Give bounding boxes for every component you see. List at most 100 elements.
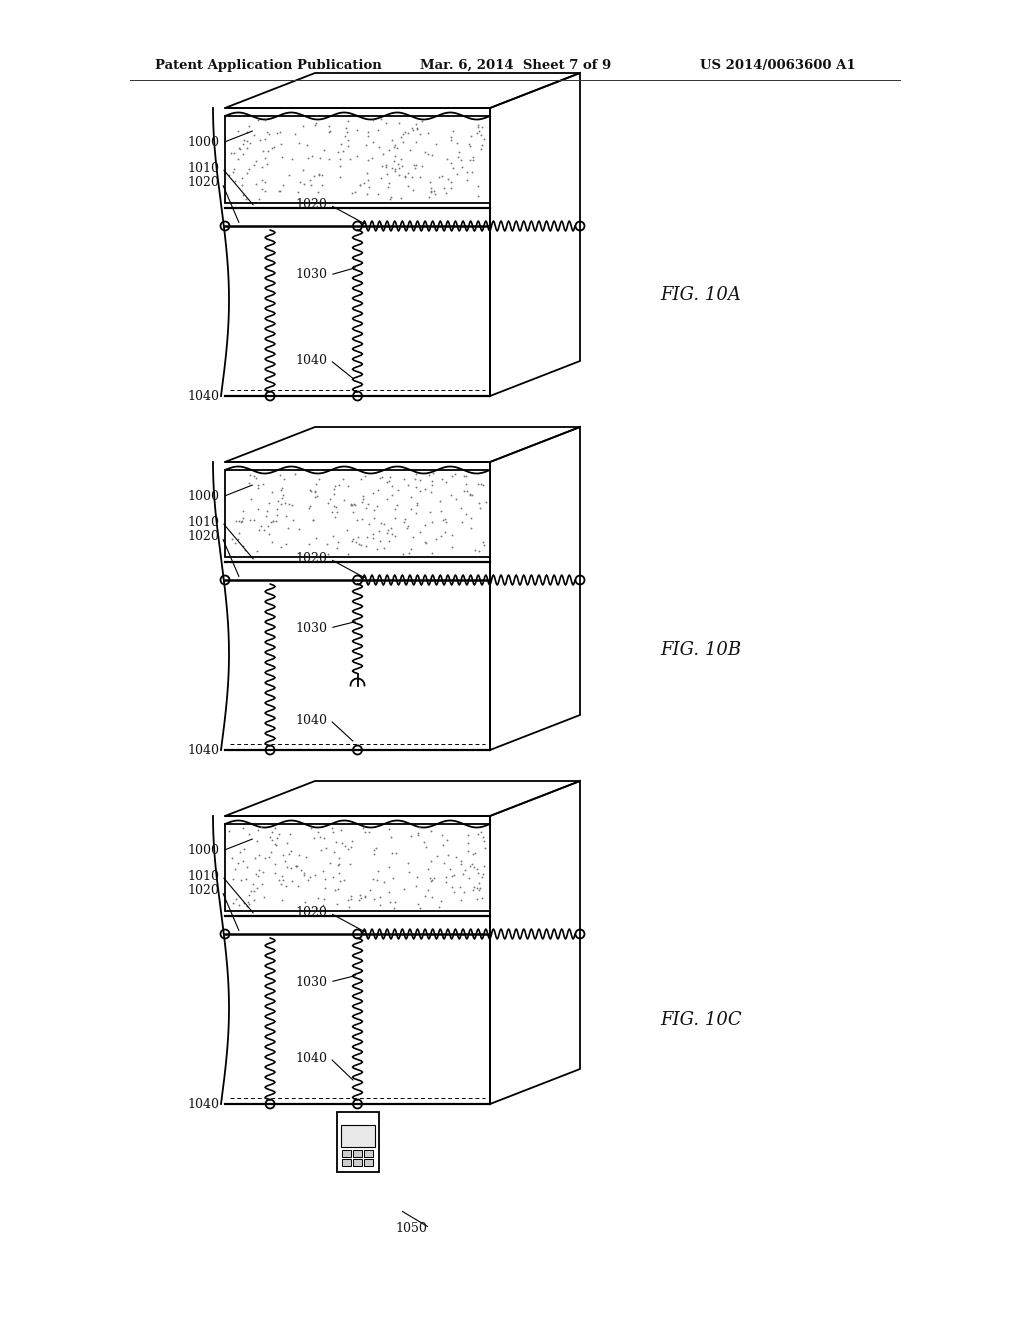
Point [358, 536, 375, 557]
Point [374, 154, 390, 176]
Point [300, 148, 316, 169]
Point [453, 149, 469, 170]
Point [423, 870, 439, 891]
Point [309, 182, 326, 203]
Point [434, 469, 451, 490]
Point [303, 174, 319, 195]
Point [463, 125, 479, 147]
Point [296, 862, 312, 883]
Text: 1030: 1030 [295, 622, 327, 635]
Point [252, 129, 268, 150]
Point [439, 169, 456, 190]
Point [267, 854, 284, 875]
Point [330, 532, 346, 553]
Point [356, 821, 373, 842]
Point [359, 125, 376, 147]
Point [471, 540, 487, 561]
Point [248, 174, 264, 195]
Point [461, 133, 477, 154]
Point [351, 890, 368, 911]
Point [436, 853, 453, 874]
Point [230, 528, 247, 549]
Point [458, 474, 474, 495]
Point [233, 174, 250, 195]
Point [423, 180, 439, 201]
Point [471, 121, 487, 143]
Point [370, 495, 386, 516]
Point [366, 843, 382, 865]
Text: 1020: 1020 [295, 907, 327, 920]
Point [263, 822, 280, 843]
Point [317, 869, 334, 890]
Point [250, 110, 266, 131]
Point [353, 508, 370, 529]
Point [366, 482, 382, 503]
Point [400, 176, 417, 197]
Point [369, 539, 385, 560]
Point [302, 479, 318, 500]
Point [337, 125, 353, 147]
Point [268, 504, 285, 525]
Point [322, 853, 338, 874]
Point [388, 842, 404, 863]
Point [242, 510, 258, 531]
Point [307, 865, 324, 886]
Text: 1020: 1020 [187, 531, 219, 544]
Point [459, 480, 475, 502]
Point [410, 894, 426, 915]
Point [223, 143, 240, 164]
Point [421, 465, 437, 486]
Point [387, 135, 403, 156]
Point [384, 484, 400, 506]
Point [460, 825, 476, 846]
Point [246, 890, 262, 911]
Point [310, 821, 327, 842]
Point [462, 135, 478, 156]
Point [379, 164, 395, 185]
Point [412, 898, 428, 919]
Point [273, 479, 290, 500]
Point [428, 133, 444, 154]
Point [428, 528, 444, 549]
Point [471, 492, 487, 513]
Point [326, 496, 342, 517]
Point [302, 169, 318, 190]
Point [456, 882, 472, 903]
Point [328, 496, 344, 517]
Point [453, 876, 469, 898]
Point [470, 474, 486, 495]
Text: 1020: 1020 [187, 177, 219, 190]
Point [473, 867, 489, 888]
Point [387, 158, 403, 180]
Point [256, 520, 272, 541]
Point [307, 480, 324, 502]
Bar [341, 1125, 375, 1147]
Point [351, 884, 368, 906]
Point [404, 166, 421, 187]
Point [475, 863, 492, 884]
Point [325, 525, 341, 546]
Point [260, 516, 276, 537]
Point [475, 826, 492, 847]
Bar [352, 1159, 361, 1166]
Point [473, 139, 489, 160]
Point [288, 855, 304, 876]
Point [424, 471, 440, 492]
Point [243, 488, 259, 510]
Text: 1040: 1040 [187, 743, 219, 756]
Point [386, 136, 402, 157]
Point [343, 495, 359, 516]
Point [255, 140, 271, 161]
Bar [225, 824, 490, 911]
Point [335, 141, 351, 162]
Point [279, 833, 295, 854]
Point [328, 832, 344, 853]
Point [453, 890, 469, 911]
Point [397, 165, 414, 186]
Point [382, 892, 398, 913]
Point [443, 153, 460, 174]
Point [466, 876, 482, 898]
Point [299, 135, 315, 156]
Point [273, 866, 290, 887]
Point [268, 121, 285, 143]
